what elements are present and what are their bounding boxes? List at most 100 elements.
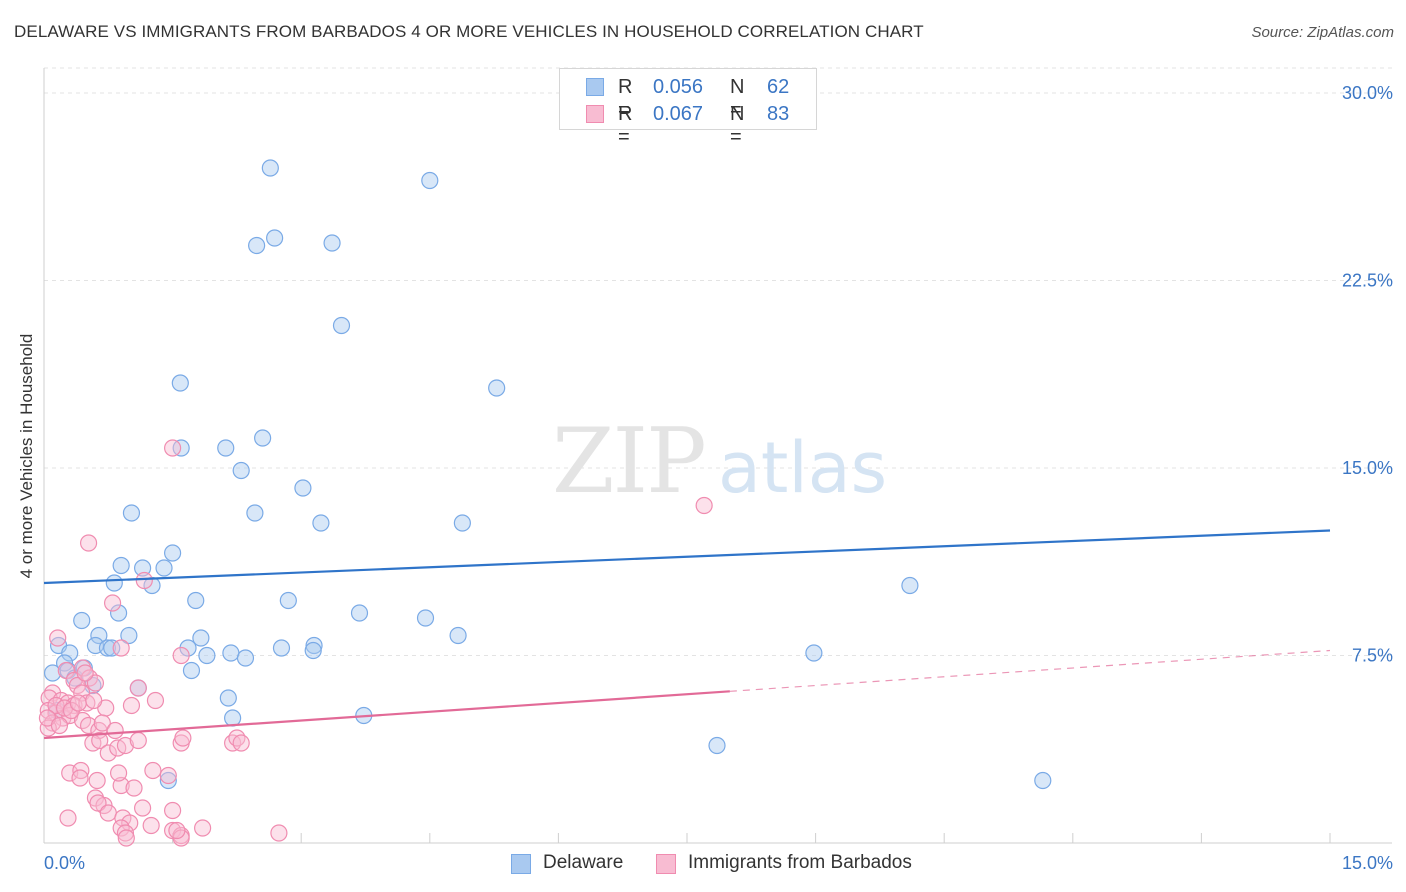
legend-r-label: R =: [618, 76, 633, 121]
barbados-point: [76, 664, 94, 682]
barbados-point: [133, 799, 152, 817]
barbados-point: [116, 736, 135, 755]
barbados-point: [79, 534, 98, 552]
barbados-point: [164, 439, 182, 457]
barbados-point: [142, 816, 160, 835]
barbados-point: [88, 771, 106, 790]
delaware-point: [416, 609, 435, 627]
barbados-point: [270, 824, 288, 842]
barbados-point: [112, 639, 130, 657]
barbados-point: [109, 764, 128, 782]
legend-r-value-barbados: 0.067: [653, 103, 704, 125]
delaware-point: [901, 576, 919, 595]
barbados-point: [172, 646, 190, 665]
delaware-point: [61, 644, 79, 662]
trend-layer: [43, 529, 1331, 740]
barbados-point: [99, 744, 117, 762]
barbados-point: [59, 809, 77, 827]
legend-n-value-delaware: 62: [767, 76, 790, 98]
delaware-point: [171, 374, 189, 392]
delaware-point: [279, 591, 297, 610]
delaware-point: [236, 649, 255, 667]
delaware-point: [103, 639, 121, 657]
delaware-point: [187, 591, 205, 610]
points-layer: [38, 159, 1052, 847]
delaware-point: [224, 709, 242, 727]
y-tick-label: 15.0%: [1342, 458, 1393, 478]
delaware-point: [449, 626, 467, 645]
series-swatch-barbados: [656, 854, 676, 874]
delaware-point: [109, 604, 128, 622]
x-tick-label-max: 15.0%: [1342, 853, 1393, 873]
legend-swatch-barbados: [586, 105, 604, 123]
delaware-point: [246, 504, 264, 522]
y-tick-label: 7.5%: [1352, 646, 1393, 666]
barbados-point: [144, 761, 162, 780]
stats-legend: R = 0.056 N = 62 R = 0.067 N = 83: [559, 68, 817, 148]
legend-r-label: R =: [618, 103, 633, 148]
delaware-point: [164, 544, 182, 562]
delaware-point: [1034, 771, 1052, 790]
delaware-point: [261, 159, 279, 177]
barbados-point: [106, 721, 124, 740]
legend-swatch-delaware: [586, 78, 604, 96]
delaware-point: [222, 644, 240, 662]
delaware-point: [805, 644, 823, 662]
delaware-point: [332, 316, 351, 335]
delaware-point: [350, 604, 369, 622]
delaware-point: [192, 629, 210, 647]
barbados-point: [71, 769, 89, 787]
delaware-point: [112, 556, 130, 575]
barbados-point: [159, 766, 177, 785]
barbados-point: [89, 794, 107, 812]
barbados-point: [49, 629, 67, 647]
delaware-point: [182, 661, 201, 680]
barbados-point: [86, 674, 105, 692]
barbados-point: [85, 691, 103, 710]
watermark-zip: ZIP: [552, 409, 705, 514]
barbados-trend-line: [43, 690, 730, 740]
barbados-point: [117, 829, 135, 847]
delaware-point: [105, 574, 123, 592]
chart-title: DELAWARE VS IMMIGRANTS FROM BARBADOS 4 O…: [14, 22, 924, 41]
delaware-point: [198, 646, 216, 665]
delaware-point: [155, 559, 173, 577]
y-tick-label: 22.5%: [1342, 271, 1393, 291]
delaware-point: [120, 626, 138, 645]
grid-layer: [44, 67, 1392, 656]
barbados-point: [122, 696, 141, 715]
x-tick-label-min: 0.0%: [44, 853, 85, 873]
delaware-point: [488, 379, 506, 397]
delaware-point: [122, 504, 141, 522]
barbados-point: [93, 714, 111, 732]
delaware-point: [294, 479, 312, 497]
delaware-point: [323, 234, 341, 252]
delaware-point: [421, 171, 439, 190]
delaware-point: [159, 771, 177, 790]
barbados-point: [125, 779, 143, 797]
ytick-layer: 7.5% 15.0% 22.5% 30.0%: [1342, 83, 1393, 666]
series-label-barbados: Immigrants from Barbados: [688, 852, 912, 873]
axis-layer: [43, 68, 1392, 844]
delaware-point: [453, 514, 471, 532]
barbados-trend-line-extension: [729, 649, 1331, 692]
legend-r-value-delaware: 0.056: [653, 76, 704, 98]
delaware-point: [219, 689, 237, 707]
delaware-point: [708, 736, 726, 755]
barbados-point: [135, 571, 153, 590]
delaware-point: [304, 641, 322, 660]
delaware-point: [305, 636, 323, 655]
barbados-point: [99, 804, 117, 822]
delaware-point: [90, 626, 108, 645]
y-tick-label: 30.0%: [1342, 83, 1393, 103]
delaware-point: [266, 229, 284, 247]
barbados-point: [61, 764, 79, 782]
series-swatch-delaware: [511, 854, 531, 874]
barbados-point: [146, 691, 165, 710]
delaware-point: [217, 439, 235, 457]
legend-n-label: N =: [730, 76, 745, 121]
delaware-point: [232, 461, 250, 480]
barbados-point: [79, 716, 98, 735]
